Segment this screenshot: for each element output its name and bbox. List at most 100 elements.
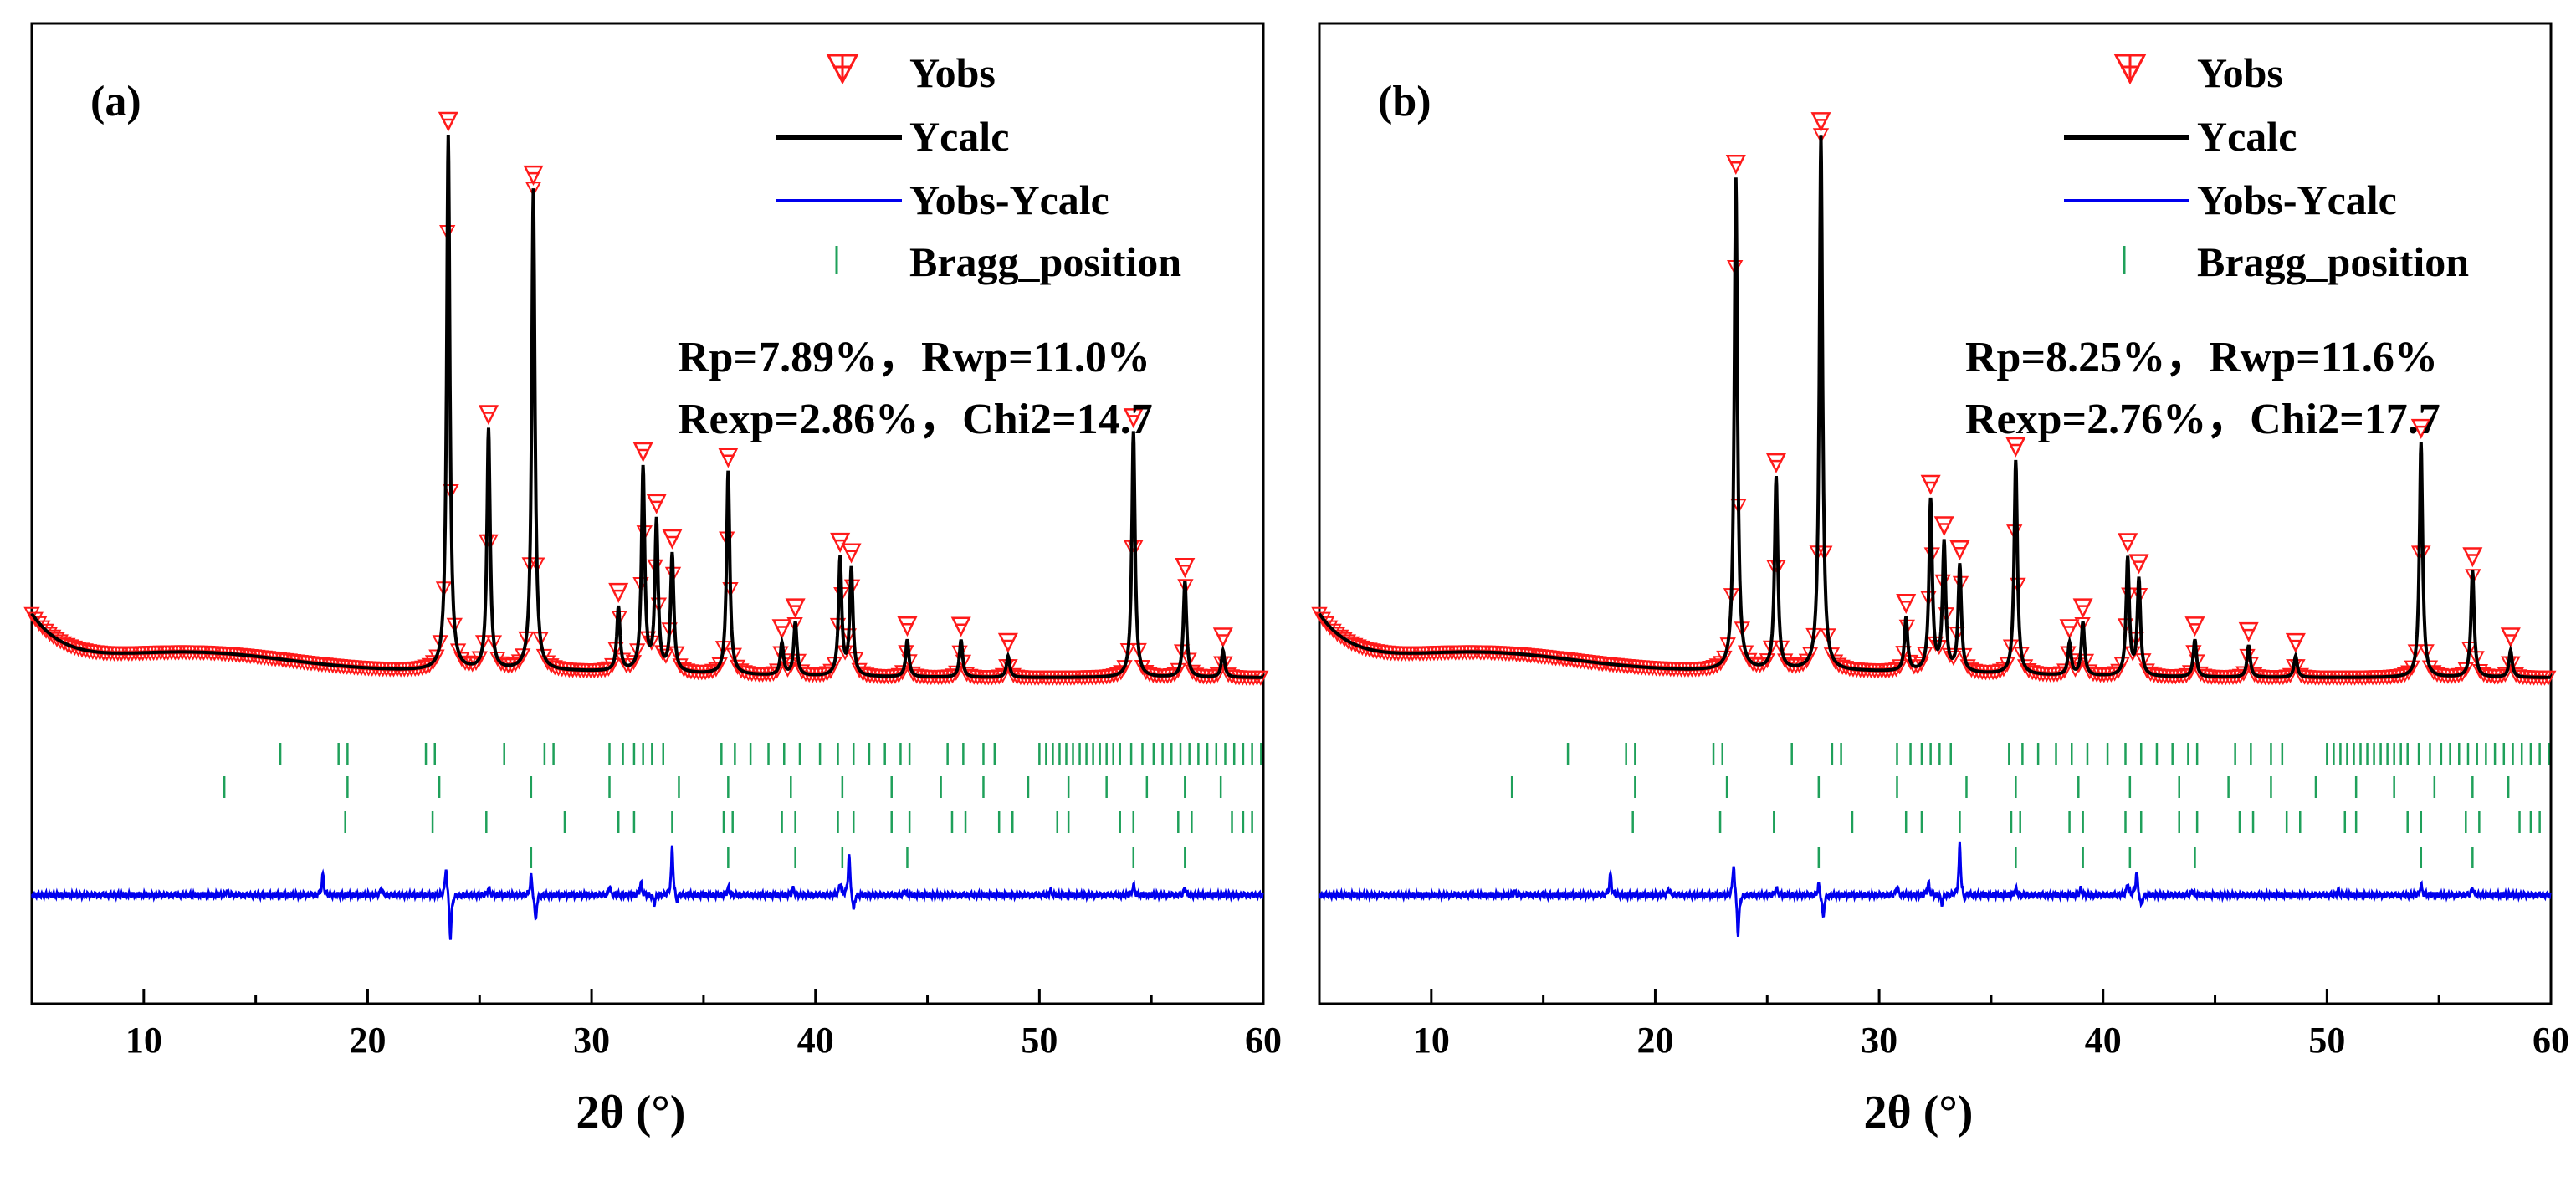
yobs-peak-point: [2285, 632, 2306, 653]
yobs-point: [1318, 616, 1335, 632]
x-tick-label: 20: [1636, 1020, 1673, 1061]
x-tick-label: 50: [1021, 1020, 1058, 1061]
yobs-peak-point: [662, 529, 683, 550]
yobs-point: [1959, 659, 1976, 675]
legend: Yobs Ycalc Yobs-Ycalc Bragg_position: [2064, 49, 2469, 285]
stats-line-2: Rexp=2.76%，Chi2=17.7: [1965, 396, 2440, 443]
yobs-ycalc-line: [31, 845, 1264, 940]
legend: Yobs Ycalc Yobs-Ycalc Bragg_position: [776, 49, 1181, 285]
yobs-peak-point: [771, 619, 792, 640]
yobs-point: [894, 665, 911, 681]
x-tick-label: 10: [125, 1020, 162, 1061]
yobs-point: [428, 649, 445, 665]
yobs-point: [2471, 664, 2489, 680]
yobs-point: [1892, 659, 1908, 675]
stats-line-1: Rp=8.25%，Rwp=11.6%: [1965, 334, 2438, 381]
yobs-point: [453, 652, 470, 667]
yobs-peak-point: [2118, 533, 2138, 554]
yobs-peak-point: [1933, 516, 1954, 537]
legend-bragg-position: Bragg_position: [2197, 238, 2469, 285]
yobs-point: [1716, 650, 1733, 667]
x-tick-label: 60: [1245, 1020, 1282, 1061]
x-tick-label: 60: [2532, 1020, 2569, 1061]
bragg-row-2: [223, 776, 1222, 798]
yobs-peak-point: [2072, 598, 2093, 619]
yobs-peak-point: [2059, 619, 2080, 640]
yobs-peak-point: [2128, 554, 2149, 575]
yobs-peak-point: [997, 632, 1018, 653]
yobs-peak-point: [523, 165, 544, 186]
x-axis-title: 2θ (°): [1864, 1087, 1974, 1138]
x-axis: 10 20 30 40 50 60: [1318, 989, 2569, 1061]
yobs-point: [1777, 653, 1794, 669]
legend-bragg-position: Bragg_position: [909, 238, 1181, 285]
bragg-row-1: [279, 743, 1262, 765]
yobs-legend-marker: [826, 54, 859, 85]
yobs-point: [851, 662, 868, 678]
bragg-row-4: [530, 847, 1186, 868]
panel-b: 10 20 30 40 50 60 (b) Yobs Ycalc Yobs-Ycalc B…: [1288, 0, 2576, 1202]
yobs-point: [1759, 653, 1775, 669]
x-tick-label: 50: [2308, 1020, 2345, 1061]
yobs-peak-point: [1175, 558, 1196, 579]
yobs-peak-point: [608, 582, 629, 603]
yobs-point: [786, 617, 803, 633]
yobs-peak-point: [2238, 621, 2259, 642]
stats-line-2: Rexp=2.86%，Chi2=14.7: [678, 396, 1153, 443]
yobs-point: [30, 616, 48, 632]
legend-yobs: Yobs: [909, 49, 996, 96]
yobs-point: [1116, 660, 1133, 676]
ycalc-line: [30, 134, 1263, 679]
yobs-peak-point: [1725, 155, 1746, 176]
x-tick-label: 30: [573, 1020, 610, 1061]
yobs-point: [471, 651, 488, 667]
yobs-peak-point: [2500, 627, 2521, 648]
x-tick-label: 40: [797, 1020, 834, 1061]
x-axis-title: 2θ (°): [576, 1087, 686, 1138]
yobs-peak-point: [1123, 408, 1144, 429]
yobs-peak-point: [438, 111, 458, 132]
yobs-point: [2465, 569, 2481, 585]
yobs-peak-point: [2410, 418, 2431, 439]
panel-label: (b): [1378, 78, 1431, 125]
series-layer: [23, 111, 1269, 940]
legend-ycalc: Ycalc: [2197, 113, 2297, 160]
x-tick-label: 10: [1413, 1020, 1450, 1061]
yobs-point: [2404, 660, 2420, 676]
legend-yobs-ycalc: Yobs-Ycalc: [909, 176, 1109, 223]
panel-label: (a): [90, 78, 141, 125]
stats-line-1: Rp=7.89%，Rwp=11.0%: [678, 334, 1150, 381]
yobs-point: [769, 663, 786, 679]
bragg-row-2: [1510, 776, 2510, 798]
yobs-point: [1177, 579, 1194, 595]
legend-yobs-ycalc: Yobs-Ycalc: [2197, 176, 2397, 223]
x-tick-label: 40: [2085, 1020, 2122, 1061]
yobs-peak-point: [1810, 112, 1831, 133]
x-axis: 10 20 30 40 50 60: [30, 989, 1282, 1061]
yobs-ycalc-line: [1319, 841, 2552, 937]
yobs-peak-point: [2462, 547, 2483, 568]
yobs-point: [2056, 663, 2073, 679]
bragg-row-4: [1817, 847, 2474, 868]
yobs-peak-point: [478, 405, 499, 426]
yobs-peak-point: [1949, 540, 1970, 561]
yobs-peak-point: [785, 598, 806, 619]
yobs-peak-point: [2005, 437, 2026, 458]
yobs-peak-point: [646, 494, 667, 514]
bragg-row-3: [344, 811, 1253, 833]
yobs-point: [41, 627, 59, 642]
yobs-point: [2138, 663, 2155, 679]
yobs-point: [948, 665, 965, 681]
yobs-point: [1314, 611, 1331, 627]
yobs-point: [2074, 617, 2091, 633]
legend-ycalc: Ycalc: [909, 113, 1009, 160]
yobs-point: [23, 606, 40, 622]
yobs-point: [1913, 657, 1930, 673]
yobs-point: [539, 655, 556, 671]
yobs-point: [2181, 665, 2199, 681]
yobs-point: [1311, 606, 1328, 622]
yobs-point: [625, 655, 643, 671]
ycalc-line: [1318, 135, 2551, 679]
yobs-point: [1329, 627, 1346, 642]
yobs-peak-point: [830, 532, 851, 553]
